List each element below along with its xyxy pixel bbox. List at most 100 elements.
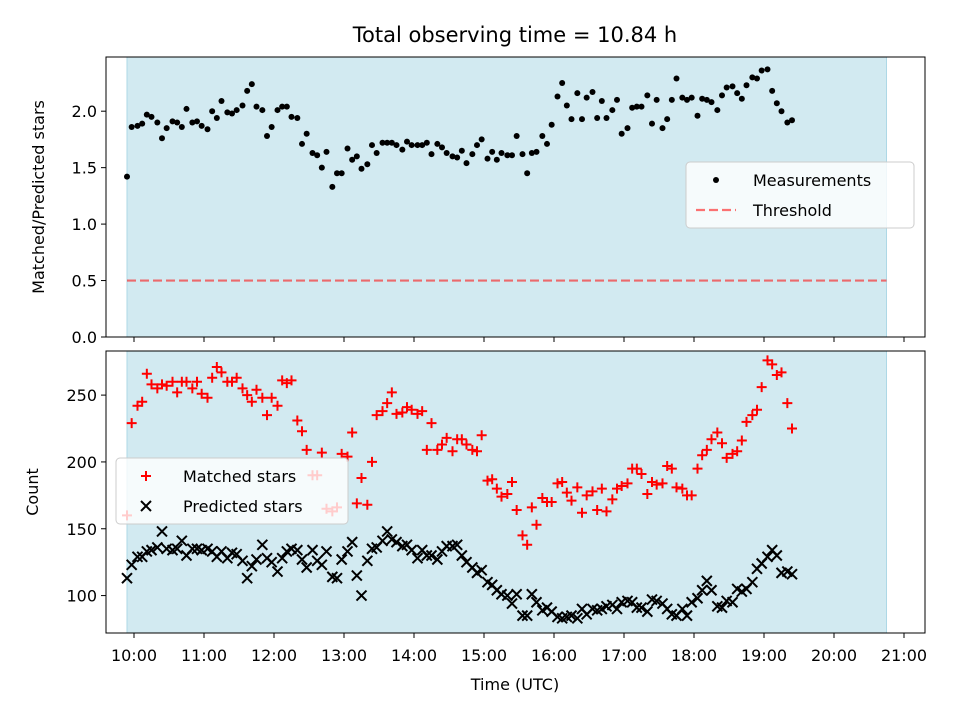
measurement-point — [303, 130, 310, 137]
matched-point — [557, 476, 568, 487]
matched-point — [616, 480, 627, 491]
measurement-point — [579, 116, 585, 123]
measurement-point — [388, 139, 395, 146]
matched-point — [426, 418, 437, 429]
matched-point — [316, 447, 327, 458]
matched-point — [351, 498, 362, 509]
predicted-point — [761, 551, 774, 563]
measurement-point — [449, 153, 456, 160]
measurement-point — [513, 133, 520, 140]
measurement-point — [204, 126, 211, 133]
predicted-point — [475, 564, 488, 576]
measurement-point — [743, 82, 750, 89]
predicted-point — [516, 609, 529, 622]
predicted-point — [331, 572, 343, 584]
measurement-point — [194, 118, 200, 125]
matched-point — [441, 432, 452, 443]
measurement-point — [189, 119, 196, 126]
predicted-point — [320, 545, 333, 558]
predicted-point — [506, 597, 518, 610]
matched-point — [242, 390, 253, 401]
predicted-point — [300, 561, 313, 574]
matched-point — [487, 474, 498, 485]
matched-point — [167, 376, 178, 387]
matched-point — [756, 382, 767, 393]
measurement-point — [638, 103, 645, 110]
matched-point — [257, 392, 268, 403]
predicted-point — [530, 596, 543, 608]
matched-point — [437, 439, 447, 450]
measurement-point — [688, 94, 695, 101]
matched-point — [297, 426, 307, 437]
measurement-point — [253, 103, 260, 110]
measurement-point — [233, 107, 240, 114]
matched-point — [736, 435, 747, 446]
chart-title: Total observing time = 10.84 h — [352, 23, 677, 47]
measurement-point — [143, 111, 150, 118]
predicted-point — [411, 552, 424, 564]
predicted-point — [501, 589, 514, 602]
measurement-point — [664, 116, 671, 123]
measurement-point — [539, 133, 546, 140]
x-axis-label: Time (UTC) — [470, 675, 559, 694]
measurement-point — [314, 152, 321, 159]
measurement-point — [294, 114, 301, 121]
matched-point — [507, 476, 517, 487]
predicted-point — [291, 544, 304, 556]
measurement-point — [714, 107, 721, 114]
matched-point — [216, 367, 227, 378]
predicted-point — [681, 609, 693, 622]
predicted-point — [361, 555, 374, 567]
measurement-point — [729, 83, 736, 90]
measurement-point — [248, 81, 255, 88]
measurement-point — [653, 96, 660, 103]
measurement-point — [519, 151, 526, 158]
predicted-point — [156, 525, 168, 538]
measurement-point — [148, 113, 155, 120]
matched-point — [522, 539, 533, 550]
predicted-point — [125, 559, 138, 571]
matched-point — [432, 444, 443, 455]
measurement-point — [554, 93, 561, 100]
measurement-point — [719, 92, 725, 99]
measurement-point — [439, 144, 445, 151]
predicted-point — [276, 552, 288, 564]
counts-legend-box — [115, 457, 349, 525]
matched-point — [141, 368, 152, 379]
ratio-y-tick-label: 1.5 — [72, 159, 97, 178]
counts-y-tick-label: 150 — [66, 520, 97, 539]
predicted-stars-series — [121, 525, 798, 625]
predicted-point — [691, 592, 704, 604]
measurement-point — [369, 142, 375, 149]
predicted-point — [641, 605, 654, 618]
matched-point — [601, 506, 612, 517]
measurement-point — [583, 94, 590, 101]
measurement-point — [624, 125, 631, 132]
measurement-point — [618, 130, 625, 137]
matched-point — [752, 404, 762, 415]
matched-point — [741, 416, 752, 427]
matched-point — [657, 478, 668, 489]
matched-point — [377, 406, 388, 417]
matched-point — [642, 489, 653, 500]
measurement-point — [603, 114, 610, 121]
matched-point — [187, 383, 198, 394]
legend-label: Threshold — [752, 201, 832, 220]
matched-point — [546, 497, 557, 508]
measurement-point — [154, 119, 161, 126]
predicted-point — [676, 603, 689, 615]
predicted-point — [701, 575, 713, 587]
count-y-axis-label: Count — [23, 468, 42, 516]
predicted-point — [716, 601, 728, 614]
predicted-point — [456, 549, 468, 562]
matched-point — [382, 398, 393, 409]
matched-point — [196, 388, 207, 399]
measurement-point — [598, 98, 605, 105]
predicted-point — [611, 603, 623, 615]
x-tick-label: 20:00 — [811, 646, 857, 665]
measurement-point — [239, 102, 246, 109]
matched-point — [671, 482, 682, 493]
measurement-point — [364, 161, 371, 168]
matched-point — [776, 367, 787, 378]
measurement-point — [318, 164, 325, 171]
